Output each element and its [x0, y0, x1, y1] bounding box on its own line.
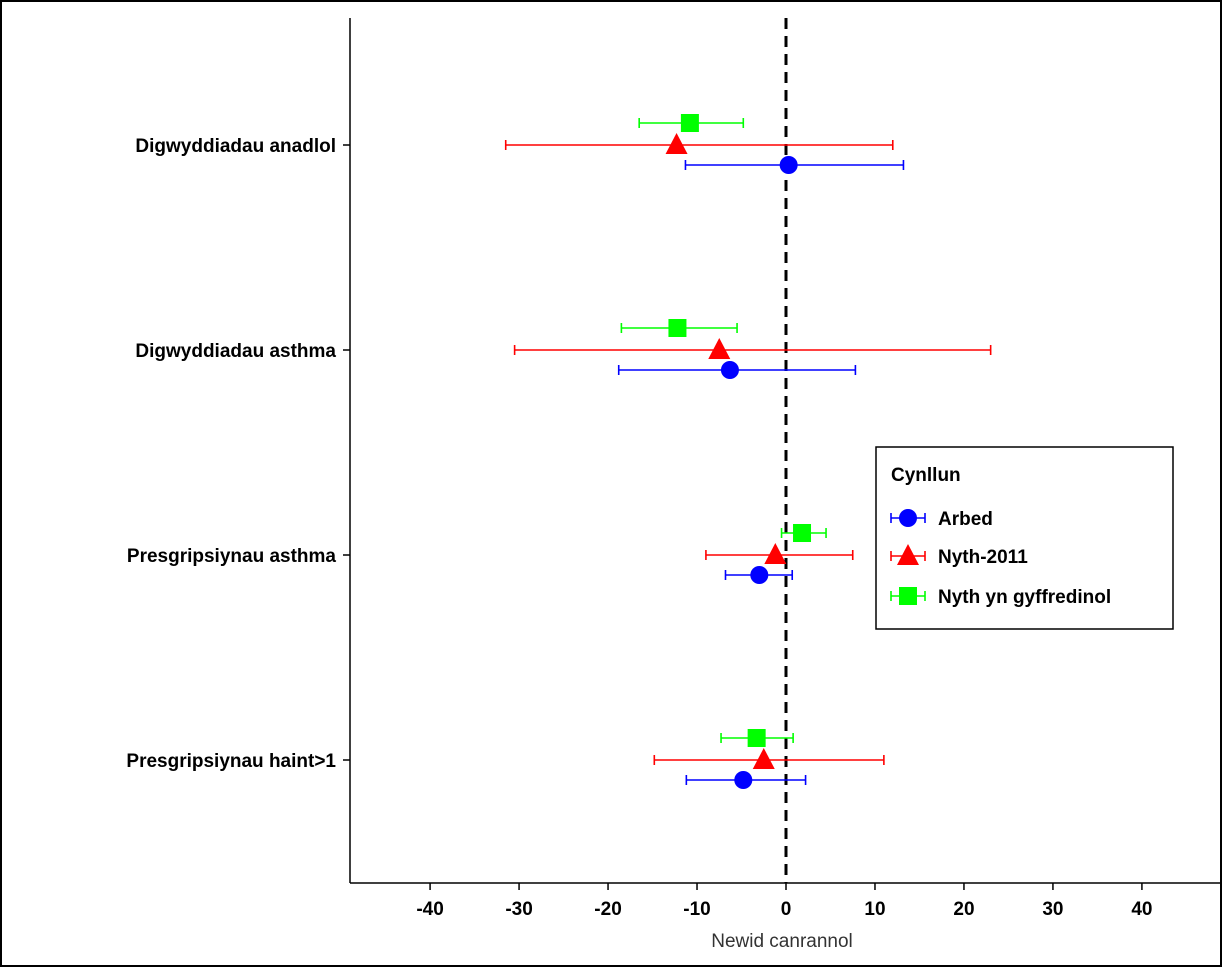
x-tick-label: 40	[1131, 899, 1152, 920]
legend-marker	[897, 544, 919, 565]
point-marker	[750, 566, 769, 584]
y-category-label: Presgripsiynau haint>1	[126, 751, 336, 772]
legend-entry-label: Nyth-2011	[938, 547, 1028, 568]
point-marker	[720, 361, 739, 379]
series-triangle	[504, 133, 992, 769]
legend-entry-label: Arbed	[938, 509, 993, 530]
x-tick-label: 10	[864, 899, 885, 920]
x-axis-label: Newid canrannol	[711, 931, 853, 952]
point-marker	[665, 133, 688, 154]
legend-marker	[899, 587, 917, 605]
point-marker	[668, 319, 687, 337]
x-tick-label: 0	[781, 899, 792, 920]
x-tick-label: 20	[953, 899, 974, 920]
legend-title: Cynllun	[891, 465, 961, 486]
legend: Cynllun Arbed Nyth-2011 Nyth yn gyffredino…	[875, 446, 1174, 630]
point-marker	[680, 114, 699, 132]
x-tick-label: -30	[505, 899, 532, 920]
y-category-label: Digwyddiadau asthma	[135, 341, 336, 362]
point-marker	[764, 543, 787, 564]
point-marker	[708, 338, 731, 359]
x-tick-label: -20	[594, 899, 621, 920]
point-marker	[734, 771, 753, 789]
point-marker	[779, 156, 798, 174]
legend-entry-label: Nyth yn gyffredinol	[938, 587, 1111, 608]
y-category-label: Presgripsiynau asthma	[127, 546, 337, 567]
x-tick-label: -40	[416, 899, 443, 920]
legend-marker	[899, 509, 917, 527]
series-circle	[617, 156, 905, 789]
point-marker	[747, 729, 766, 747]
y-category-label: Digwyddiadau anadlol	[135, 136, 336, 157]
series-square	[620, 114, 827, 747]
point-marker	[793, 524, 812, 542]
x-tick-label: 30	[1042, 899, 1063, 920]
point-marker	[752, 748, 775, 769]
x-tick-label: -10	[683, 899, 710, 920]
